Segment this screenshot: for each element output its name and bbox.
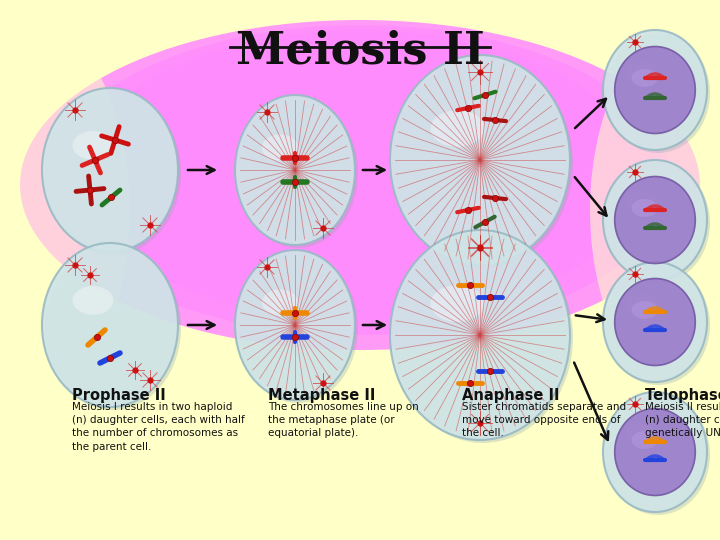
Ellipse shape (631, 69, 657, 87)
Ellipse shape (590, 0, 720, 420)
Text: The chromosomes line up on
the metaphase plate (or
equatorial plate).: The chromosomes line up on the metaphase… (268, 402, 419, 438)
Ellipse shape (603, 160, 707, 280)
Ellipse shape (615, 279, 696, 366)
Ellipse shape (606, 395, 710, 515)
Ellipse shape (615, 177, 696, 264)
Ellipse shape (80, 30, 640, 320)
Ellipse shape (238, 253, 358, 403)
Ellipse shape (626, 423, 657, 444)
Ellipse shape (42, 88, 178, 252)
Ellipse shape (606, 163, 710, 283)
Ellipse shape (238, 98, 358, 248)
Text: Anaphase II: Anaphase II (462, 388, 559, 403)
Ellipse shape (393, 233, 573, 443)
Ellipse shape (615, 408, 696, 496)
Text: Telophase II: Telophase II (645, 388, 720, 403)
Text: Sister chromatids separate and
move toward opposite ends of
the cell.: Sister chromatids separate and move towa… (462, 402, 626, 438)
Text: Meiosis II: Meiosis II (235, 30, 485, 73)
Ellipse shape (262, 289, 298, 315)
Ellipse shape (393, 58, 573, 268)
Ellipse shape (603, 392, 707, 512)
Ellipse shape (431, 285, 485, 322)
Ellipse shape (20, 20, 700, 350)
Ellipse shape (0, 0, 130, 420)
Ellipse shape (42, 243, 178, 407)
Ellipse shape (235, 250, 355, 400)
Bar (0, 380, 720, 540)
Ellipse shape (45, 91, 181, 255)
Ellipse shape (606, 265, 710, 385)
Ellipse shape (626, 294, 657, 314)
Ellipse shape (615, 46, 696, 133)
Ellipse shape (390, 55, 570, 265)
Text: Prophase II: Prophase II (72, 388, 166, 403)
Text: Meiosis I results in two haploid
(n) daughter cells, each with half
the number o: Meiosis I results in two haploid (n) dau… (72, 402, 245, 451)
Ellipse shape (626, 62, 657, 83)
Ellipse shape (603, 262, 707, 382)
Ellipse shape (431, 110, 485, 147)
Ellipse shape (73, 131, 114, 160)
Ellipse shape (606, 33, 710, 153)
Ellipse shape (626, 192, 657, 213)
Ellipse shape (390, 230, 570, 440)
Ellipse shape (45, 246, 181, 410)
Text: Metaphase II: Metaphase II (268, 388, 375, 403)
Ellipse shape (262, 134, 298, 160)
Ellipse shape (631, 199, 657, 217)
Ellipse shape (50, 25, 670, 335)
Text: Meiosis II results in four haploid
(n) daughter cells.  All are
genetically UNIQ: Meiosis II results in four haploid (n) d… (645, 402, 720, 438)
Ellipse shape (631, 431, 657, 449)
Ellipse shape (603, 30, 707, 150)
Ellipse shape (73, 286, 114, 315)
Ellipse shape (235, 95, 355, 245)
Ellipse shape (631, 301, 657, 319)
